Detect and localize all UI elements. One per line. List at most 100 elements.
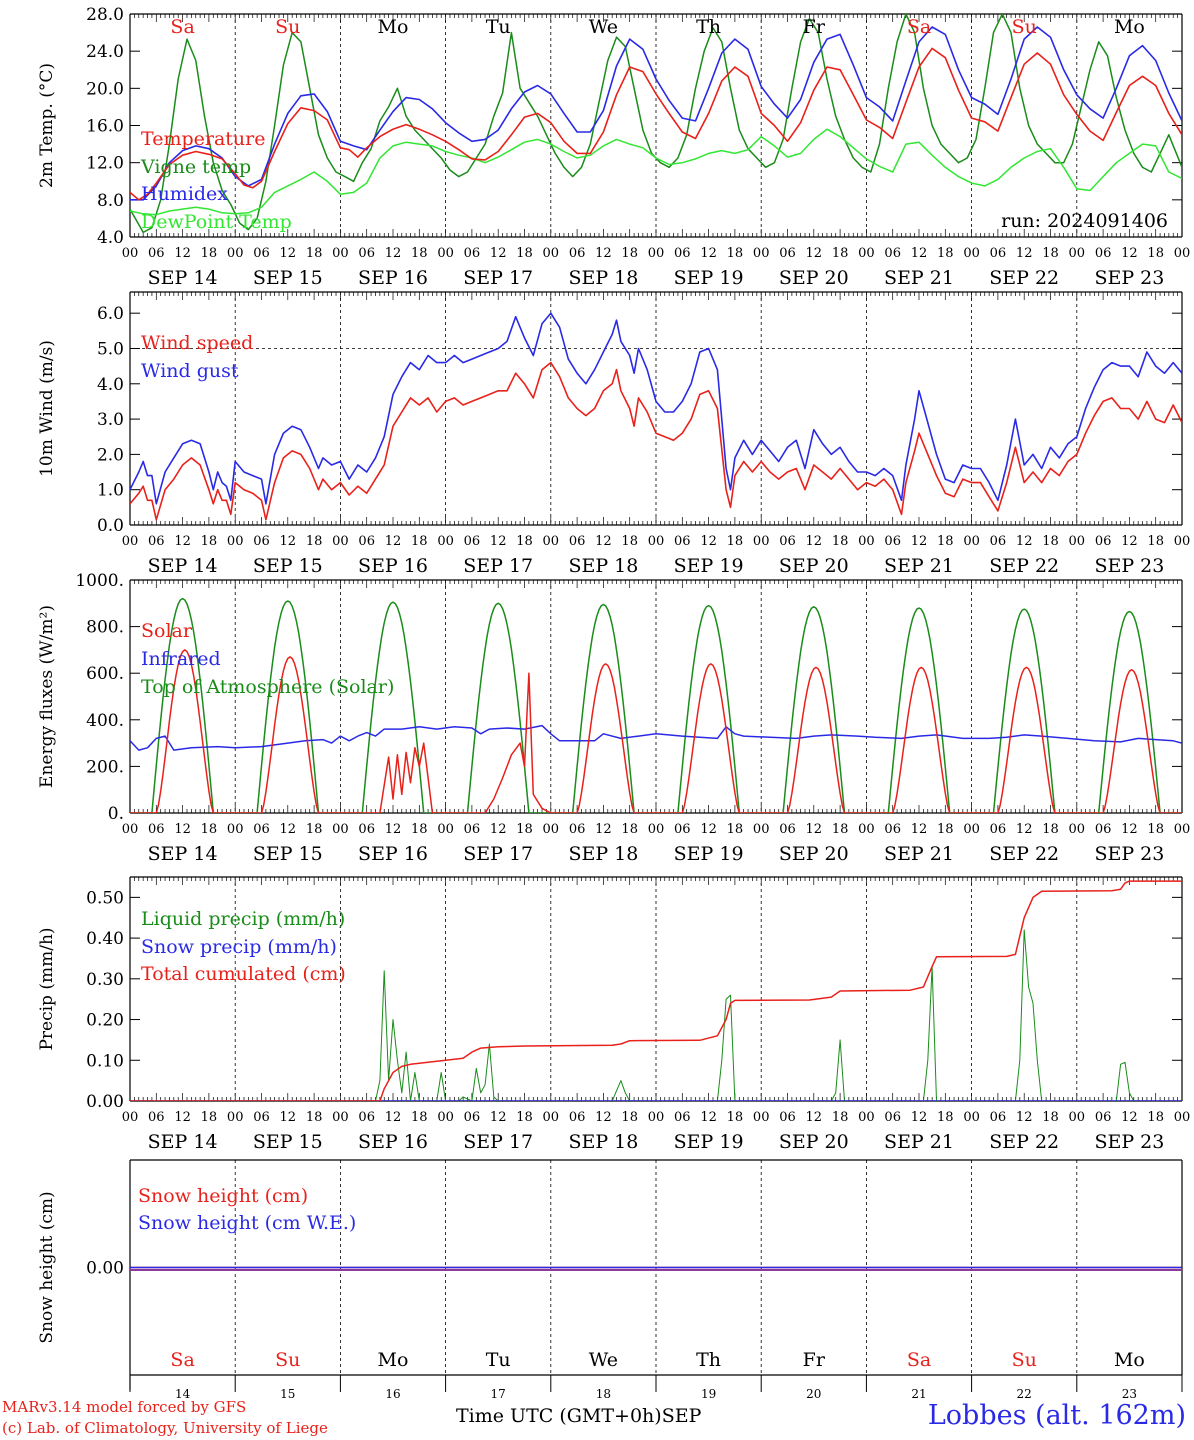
panel-1: 4.0 8.0 12.0 16.0 20.0 24.0 28.0 2m Temp. (°C) 0… (37, 5, 1190, 289)
hour-label: 12 (490, 822, 507, 837)
hour-label: 06 (884, 1110, 901, 1125)
hour-label: 06 (464, 246, 481, 261)
hour-label: 18 (727, 246, 744, 261)
hour-label: 06 (884, 534, 901, 549)
hour-label: 00 (1069, 822, 1086, 837)
hour-label: 12 (806, 1110, 823, 1125)
x-axis-label: Time UTC (GMT+0h)SEP (456, 1405, 701, 1427)
hour-label: 18 (516, 822, 533, 837)
hour-label: 18 (937, 534, 954, 549)
hour-label: 18 (1042, 246, 1059, 261)
series-line-total-cumulated-cm- (130, 880, 1182, 1101)
hour-label: 00 (963, 534, 980, 549)
weekday-label-top: Sa (907, 16, 931, 38)
hour-label: 18 (201, 822, 218, 837)
hour-label: 12 (911, 534, 928, 549)
model-credit: MARv3.14 model forced by GFS (2, 1398, 247, 1416)
hour-label: 00 (963, 246, 980, 261)
legend-label: Wind speed (141, 332, 253, 354)
weekday-label-top: Su (1012, 16, 1037, 38)
hour-label: 06 (1095, 534, 1112, 549)
hour-label: 06 (674, 822, 691, 837)
hour-label: 00 (437, 534, 454, 549)
hour-label: 06 (779, 822, 796, 837)
hour-label: 12 (174, 822, 191, 837)
hour-label: 00 (227, 246, 244, 261)
hour-label: 18 (937, 1110, 954, 1125)
hour-label: 18 (306, 1110, 323, 1125)
y-tick-label: 0.00 (86, 1092, 124, 1112)
hour-label: 06 (884, 246, 901, 261)
hour-label: 18 (621, 534, 638, 549)
date-label: SEP 21 (884, 555, 954, 577)
date-label: SEP 23 (1094, 555, 1164, 577)
hour-label: 06 (358, 1110, 375, 1125)
hour-label: 12 (385, 534, 402, 549)
hour-label: 06 (569, 534, 586, 549)
y-axis-title: Precip (mm/h) (37, 927, 57, 1050)
hour-label: 12 (700, 534, 717, 549)
weekday-label-bottom: Su (1012, 1349, 1037, 1371)
date-label: SEP 18 (568, 843, 638, 865)
hour-label: 06 (569, 246, 586, 261)
hour-label: 06 (253, 534, 270, 549)
hour-label: 18 (201, 1110, 218, 1125)
hour-label: 06 (1095, 1110, 1112, 1125)
time-label: Time UTC (GMT+0h) (456, 1405, 662, 1427)
date-label: SEP 16 (358, 843, 428, 865)
legend-label: Snow precip (mm/h) (141, 936, 337, 958)
date-label: SEP 15 (253, 843, 323, 865)
hour-label: 00 (963, 822, 980, 837)
hour-label: 18 (832, 246, 849, 261)
hour-label: 18 (1147, 822, 1164, 837)
date-label: SEP 17 (463, 1131, 533, 1153)
hour-label: 06 (990, 246, 1007, 261)
hour-label: 00 (543, 1110, 560, 1125)
y-tick-label: 3.0 (97, 410, 124, 430)
hour-label: 18 (727, 534, 744, 549)
weekday-label-top: Mo (1114, 16, 1145, 38)
series-line-humidex (130, 26, 1182, 201)
date-label: SEP 20 (779, 843, 849, 865)
y-axis-title: Snow height (cm) (37, 1191, 57, 1343)
series-line-wind-speed (130, 361, 1182, 521)
legend-label: Liquid precip (mm/h) (141, 908, 345, 930)
series-line-wind-gust (130, 312, 1182, 505)
date-label: SEP 14 (148, 1131, 218, 1153)
y-tick-label: 0.30 (86, 970, 124, 990)
hour-label: 06 (779, 246, 796, 261)
legend-label: DewPoint Temp (141, 211, 292, 233)
date-label: SEP 18 (568, 267, 638, 289)
lab-credit: (c) Lab. of Climatology, University of L… (2, 1419, 328, 1437)
y-axis-title: 2m Temp. (°C) (37, 63, 57, 188)
date-label: SEP 15 (253, 267, 323, 289)
hour-label: 00 (122, 534, 139, 549)
day-number-label: 21 (911, 1387, 926, 1401)
hour-label: 12 (174, 246, 191, 261)
hour-label: 18 (1147, 246, 1164, 261)
hour-label: 12 (595, 822, 612, 837)
hour-label: 00 (753, 822, 770, 837)
hour-label: 00 (332, 246, 349, 261)
hour-label: 12 (1121, 246, 1138, 261)
date-label: SEP 21 (884, 267, 954, 289)
day-number-label: 22 (1017, 1387, 1032, 1401)
legend-label: Infrared (141, 648, 221, 670)
day-number-label: 17 (491, 1387, 506, 1401)
hour-label: 12 (700, 822, 717, 837)
date-label: SEP 14 (148, 267, 218, 289)
date-label: SEP 20 (779, 1131, 849, 1153)
y-tick-label: 0.50 (86, 888, 124, 908)
hour-label: 06 (253, 822, 270, 837)
hour-label: 00 (858, 534, 875, 549)
hour-label: 12 (385, 246, 402, 261)
hour-label: 12 (385, 1110, 402, 1125)
day-number-label: 16 (385, 1387, 400, 1401)
panel-5: 0.00 Snow height (cm) Snow height (cm) Snow… (37, 1159, 1183, 1390)
date-label: SEP 23 (1094, 843, 1164, 865)
hour-label: 18 (1147, 534, 1164, 549)
hour-label: 12 (174, 534, 191, 549)
y-tick-label: 4.0 (97, 375, 124, 395)
hour-label: 12 (595, 534, 612, 549)
